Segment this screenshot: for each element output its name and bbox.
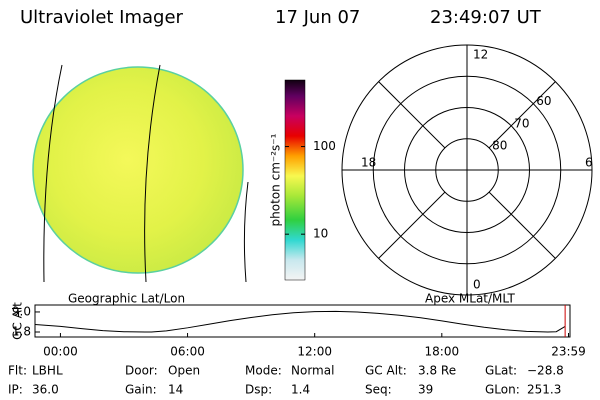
mlat-ring bbox=[435, 138, 499, 202]
altitude-plot: 1.8 9.0 00:00 06:00 12:00 18:00 23:59 bbox=[12, 304, 586, 358]
mlt-label: 18 bbox=[361, 156, 376, 170]
info-value: 36.0 bbox=[32, 383, 59, 397]
colorbar-ticks: 10 100 bbox=[285, 139, 336, 241]
info-value: LBHL bbox=[32, 364, 63, 378]
mlat-label: 80 bbox=[492, 138, 507, 152]
x-tick-label: 18:00 bbox=[425, 345, 460, 359]
info-label: Dsp: bbox=[245, 383, 272, 397]
info-label: Door: bbox=[125, 364, 158, 378]
x-tick-label: 23:59 bbox=[551, 345, 586, 359]
info-label: Seq: bbox=[365, 383, 392, 397]
colorbar-label: photon cm⁻²s⁻¹ bbox=[269, 133, 283, 226]
x-tick-label: 00:00 bbox=[43, 345, 78, 359]
mlat-label: 60 bbox=[536, 94, 551, 108]
earth-image bbox=[32, 64, 249, 283]
info-value: 3.8 Re bbox=[418, 364, 456, 378]
y-axis-label: GC Alt bbox=[11, 302, 25, 340]
plot-frame bbox=[34, 304, 571, 338]
info-label: GC Alt: bbox=[365, 364, 407, 378]
info-label: GLon: bbox=[485, 383, 520, 397]
colorbar-tick-label: 10 bbox=[313, 227, 328, 241]
info-value: Open bbox=[168, 364, 200, 378]
earth-disk bbox=[32, 66, 244, 274]
polar-diagonal bbox=[488, 81, 556, 149]
info-panel: Flt: LBHL Door: Open Mode: Normal GC Alt: 3.8 R… bbox=[8, 364, 564, 397]
info-label: Mode: bbox=[245, 364, 282, 378]
geo-line bbox=[144, 64, 161, 283]
geo-line bbox=[43, 64, 63, 283]
title: Ultraviolet Imager bbox=[20, 7, 184, 28]
info-value: 14 bbox=[168, 383, 183, 397]
mlat-ring bbox=[372, 75, 562, 265]
colorbar bbox=[284, 79, 306, 281]
x-tick-label: 06:00 bbox=[170, 345, 205, 359]
info-value: 39 bbox=[418, 383, 433, 397]
colorbar-tick-label: 100 bbox=[313, 139, 336, 153]
geo-line bbox=[243, 181, 249, 283]
mlt-label: 12 bbox=[473, 48, 488, 62]
info-value: 251.3 bbox=[527, 383, 561, 397]
polar-label: Apex MLat/MLT bbox=[425, 292, 515, 306]
mlt-label: 0 bbox=[473, 278, 481, 292]
x-tick-label: 12:00 bbox=[297, 345, 332, 359]
info-value: 1.4 bbox=[291, 383, 310, 397]
time: 23:49:07 UT bbox=[430, 7, 542, 28]
y-tick-label: 1.8 bbox=[12, 324, 31, 338]
polar-diagonal bbox=[488, 191, 556, 259]
mlat-ring bbox=[404, 107, 530, 233]
mlt-label: 6 bbox=[585, 156, 593, 170]
info-value: −28.8 bbox=[527, 364, 564, 378]
date: 17 Jun 07 bbox=[275, 7, 360, 28]
mlat-label: 70 bbox=[514, 116, 529, 130]
info-label: Gain: bbox=[125, 383, 157, 397]
info-label: GLat: bbox=[485, 364, 517, 378]
polar-diagonal bbox=[378, 191, 446, 259]
altitude-line bbox=[34, 310, 566, 333]
y-tick-label: 9.0 bbox=[12, 304, 31, 318]
info-value: Normal bbox=[291, 364, 334, 378]
image-label: Geographic Lat/Lon bbox=[68, 292, 185, 306]
info-label: IP: bbox=[8, 383, 23, 397]
polar-diagonal bbox=[378, 81, 446, 149]
info-label: Flt: bbox=[8, 364, 27, 378]
